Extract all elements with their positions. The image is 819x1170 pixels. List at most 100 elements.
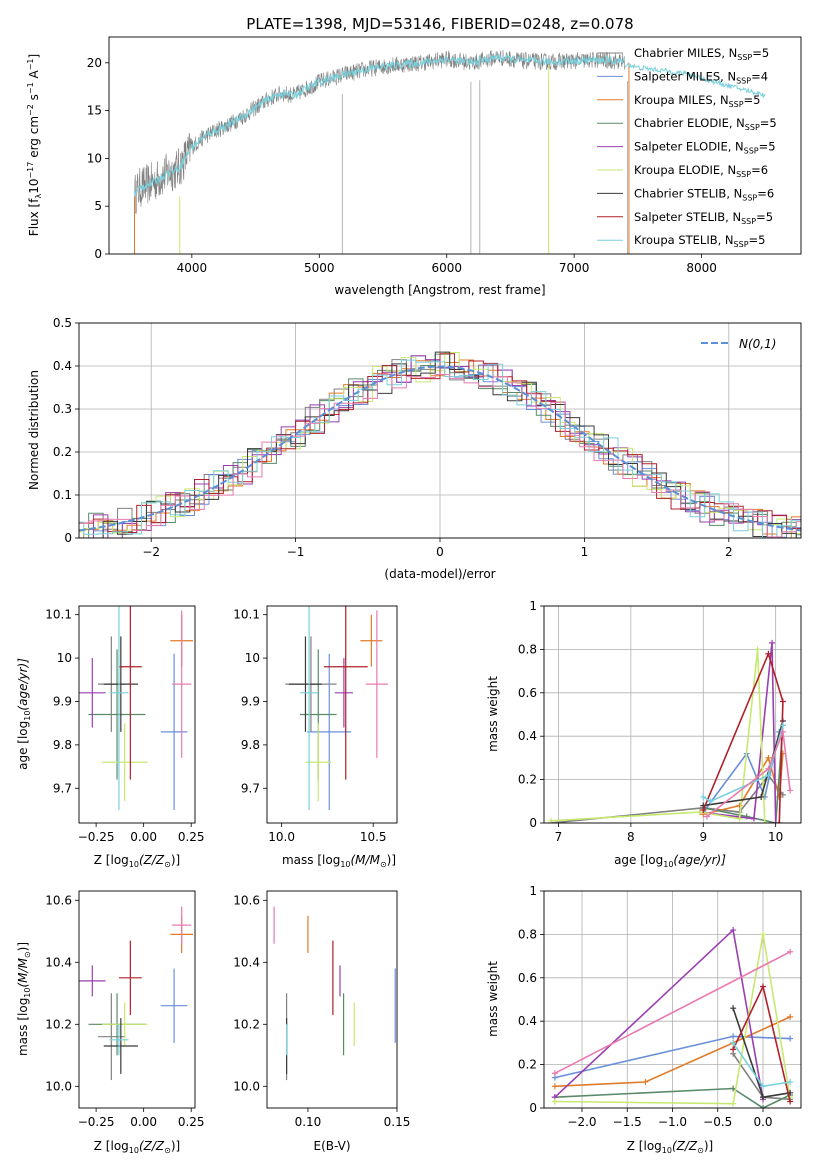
weight-marker xyxy=(779,698,786,705)
chart-title: PLATE=1398, MJD=53146, FIBERID=0248, z=0… xyxy=(246,15,633,33)
y-axis-label: Flux [fλ10−17 erg cm−2 s−1 A−1] xyxy=(26,54,43,236)
y-tick-label: 0.8 xyxy=(518,642,537,656)
weight-line xyxy=(554,1016,791,1088)
weight-marker xyxy=(703,813,710,820)
weight-marker xyxy=(776,820,783,823)
y-tick-label: 0.6 xyxy=(518,971,537,985)
ylabel-sub: 10 xyxy=(23,711,32,721)
xlabel-text: Z [log xyxy=(627,1139,662,1153)
y-tick-label: 10 xyxy=(87,151,102,165)
weight-marker xyxy=(765,754,772,761)
ylabel-label: age [log10(age/yr)] xyxy=(16,658,32,770)
x-tick-label: 10 xyxy=(768,830,783,844)
xlabel-label: Z [log10(Z/Z⊙)] xyxy=(94,1139,180,1155)
legend-entry: Kroupa STELIB, NSSP=5 xyxy=(634,233,765,249)
xlabel-sub: 10 xyxy=(129,1146,139,1155)
panel-4: 7 8 9 10 0 0.2 0.4 0.6 0.8 1 xyxy=(518,599,802,844)
x-tick-label: 5000 xyxy=(304,261,335,275)
y-tick-label: 10 xyxy=(245,651,260,665)
legend-name: Kroupa MILES, N xyxy=(634,93,729,107)
weight-line xyxy=(554,928,764,1100)
legend-name: Chabrier MILES, N xyxy=(634,46,737,60)
weight-marker xyxy=(758,793,765,800)
xlabel-end: )] xyxy=(171,853,180,867)
xlabel-text: age [log xyxy=(614,853,663,867)
x-tick-label: −0.5 xyxy=(703,1115,732,1129)
y-tick-label: 10.0 xyxy=(45,1079,72,1093)
xlabel-label: age [log10(age/yr)] xyxy=(614,853,726,869)
weight-marker xyxy=(730,1005,737,1012)
legend-sub: SSP xyxy=(742,193,757,202)
weight-marker xyxy=(730,1046,737,1053)
xlabel-sub: 10 xyxy=(340,860,350,869)
ylabel-text: age [log xyxy=(16,721,30,770)
legend-entry: Chabrier ELODIE, NSSP=5 xyxy=(634,116,777,132)
y-tick-label: 9.7 xyxy=(241,781,260,795)
plot-area xyxy=(79,906,194,1081)
xlabel-tail: (Z/Z xyxy=(672,1139,698,1153)
legend-sub: SSP xyxy=(744,147,759,156)
weight-line xyxy=(699,642,777,823)
xlabel-sub2: ⊙ xyxy=(697,1146,704,1155)
weight-marker xyxy=(772,820,779,823)
y-tick-label: 10.0 xyxy=(233,1079,260,1093)
xlabel-label: mass [log10(M/M⊙)] xyxy=(282,853,396,869)
y-tick-label: 10 xyxy=(57,651,72,665)
ylabel-tail: erg cm xyxy=(27,116,41,162)
plot-area xyxy=(133,49,766,254)
y-tick-label: 0.4 xyxy=(518,1014,537,1028)
histogram-series xyxy=(79,351,801,534)
legend-sub: SSP xyxy=(745,123,760,132)
ylabel-text: mass [log xyxy=(16,998,30,1056)
legend-sub: SSP xyxy=(741,217,756,226)
legend-name: Kroupa ELODIE, N xyxy=(634,163,736,177)
y-tick-label: 9.7 xyxy=(53,781,72,795)
x-tick-label: 0.25 xyxy=(178,1115,205,1129)
axes-frame xyxy=(78,322,802,539)
x-tick-label: 7 xyxy=(555,830,563,844)
x-tick-label: 9 xyxy=(699,830,707,844)
y-tick-label: 0.2 xyxy=(518,773,537,787)
weight-marker xyxy=(787,1098,794,1105)
plot-area xyxy=(548,639,794,823)
y-tick-label: 20 xyxy=(87,56,102,70)
legend-count: =5 xyxy=(760,116,777,130)
y-tick-label: 0.4 xyxy=(53,359,72,373)
y-tick-label: 0.2 xyxy=(518,1058,537,1072)
x-axis-label: E(B-V) xyxy=(313,1139,350,1153)
xlabel-tail: (Z/Z xyxy=(139,853,165,867)
x-tick-label: 0.10 xyxy=(295,1115,322,1129)
legend-count: =5 xyxy=(759,140,776,154)
legend-count: =5 xyxy=(756,210,773,224)
legend-name: Chabrier ELODIE, N xyxy=(634,116,745,130)
weight-marker xyxy=(696,809,703,816)
weight-marker xyxy=(754,646,761,653)
weight-marker xyxy=(787,1035,794,1042)
ylabel-label: mass [log10(M/M⊙)] xyxy=(16,942,32,1056)
panel-3: 10.0 10.5 9.7 9.8 9.9 10 10.1 xyxy=(233,605,398,844)
x-tick-label: 8000 xyxy=(686,261,717,275)
legend-name: Kroupa STELIB, N xyxy=(634,233,734,247)
xlabel-sub2: ⊙ xyxy=(164,860,171,869)
ylabel-end: )] xyxy=(16,942,30,951)
ylabel-tail2: s xyxy=(27,94,41,104)
xlabel-text: Z [log xyxy=(94,853,129,867)
y-tick-label: 10.6 xyxy=(45,893,72,907)
weight-marker xyxy=(769,639,776,646)
panel-7: −2.0 −1.5 −1.0 −0.5 0.0 0 0.2 0.4 0.6 0.8 1 xyxy=(518,884,802,1129)
x-tick-label: 7000 xyxy=(559,261,590,275)
y-tick-label: 0.6 xyxy=(518,686,537,700)
xlabel-sub: 10 xyxy=(129,860,139,869)
weight-marker xyxy=(642,1078,649,1085)
model-spectrum-extension xyxy=(624,62,766,99)
normal-curve xyxy=(79,365,801,532)
legend-entry: Salpeter STELIB, NSSP=5 xyxy=(634,210,773,226)
axes-frame xyxy=(543,890,802,1109)
y-tick-label: 10.6 xyxy=(233,893,260,907)
x-tick-label: −1.5 xyxy=(613,1115,642,1129)
legend-count: =5 xyxy=(744,93,761,107)
y-tick-label: 1 xyxy=(529,599,537,613)
x-tick-label: −0.25 xyxy=(78,1115,115,1129)
x-tick-label: 0.15 xyxy=(384,1115,411,1129)
plot-area xyxy=(551,927,794,1108)
